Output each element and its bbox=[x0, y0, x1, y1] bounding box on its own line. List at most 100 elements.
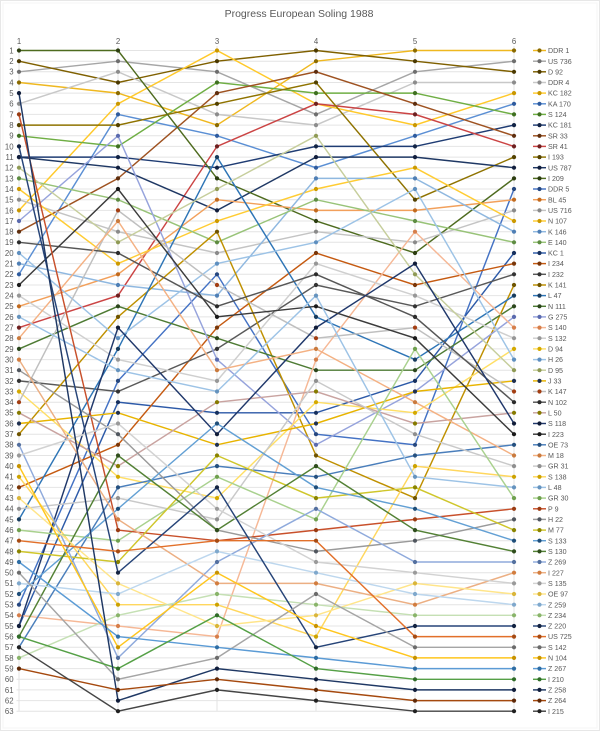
svg-text:I 232: I 232 bbox=[548, 271, 564, 279]
svg-text:19: 19 bbox=[5, 238, 14, 247]
svg-text:41: 41 bbox=[5, 473, 14, 482]
svg-text:L 50: L 50 bbox=[548, 409, 562, 417]
svg-text:22: 22 bbox=[5, 270, 14, 279]
svg-text:6: 6 bbox=[9, 100, 13, 109]
svg-text:36: 36 bbox=[5, 419, 14, 428]
svg-text:18: 18 bbox=[5, 228, 14, 237]
svg-text:SR 33: SR 33 bbox=[548, 132, 568, 140]
svg-text:2: 2 bbox=[9, 57, 13, 66]
svg-text:43: 43 bbox=[5, 494, 14, 503]
svg-text:Z 258: Z 258 bbox=[548, 687, 566, 695]
svg-text:Z 264: Z 264 bbox=[548, 697, 566, 705]
svg-text:G 275: G 275 bbox=[548, 314, 567, 322]
svg-text:DDR 5: DDR 5 bbox=[548, 186, 569, 194]
svg-text:27: 27 bbox=[5, 324, 14, 333]
svg-text:33: 33 bbox=[5, 387, 14, 396]
svg-text:3: 3 bbox=[215, 37, 219, 46]
svg-text:S 130: S 130 bbox=[548, 548, 567, 556]
svg-text:L 47: L 47 bbox=[548, 292, 562, 300]
svg-text:35: 35 bbox=[5, 409, 14, 418]
svg-text:49: 49 bbox=[5, 558, 14, 567]
svg-text:S 133: S 133 bbox=[548, 537, 567, 545]
svg-text:4: 4 bbox=[314, 37, 319, 46]
svg-text:48: 48 bbox=[5, 547, 14, 556]
svg-text:26: 26 bbox=[5, 313, 14, 322]
svg-text:KC 182: KC 182 bbox=[548, 90, 572, 98]
svg-text:20: 20 bbox=[5, 249, 14, 258]
svg-text:37: 37 bbox=[5, 430, 14, 439]
svg-text:60: 60 bbox=[5, 675, 14, 684]
svg-text:28: 28 bbox=[5, 334, 14, 343]
svg-text:14: 14 bbox=[5, 185, 14, 194]
svg-text:23: 23 bbox=[5, 281, 14, 290]
svg-text:47: 47 bbox=[5, 537, 14, 546]
svg-text:54: 54 bbox=[5, 611, 14, 620]
svg-text:N 107: N 107 bbox=[548, 218, 567, 226]
svg-text:D 92: D 92 bbox=[548, 68, 563, 76]
svg-text:S 124: S 124 bbox=[548, 111, 567, 119]
svg-text:40: 40 bbox=[5, 462, 14, 471]
svg-text:K 141: K 141 bbox=[548, 282, 567, 290]
svg-text:K 146: K 146 bbox=[548, 228, 567, 236]
svg-text:Z 220: Z 220 bbox=[548, 623, 566, 631]
svg-text:8: 8 bbox=[9, 121, 13, 130]
svg-text:45: 45 bbox=[5, 515, 14, 524]
svg-text:D 95: D 95 bbox=[548, 367, 563, 375]
svg-text:13: 13 bbox=[5, 174, 14, 183]
svg-text:25: 25 bbox=[5, 302, 14, 311]
svg-text:S 118: S 118 bbox=[548, 420, 566, 428]
svg-text:57: 57 bbox=[5, 643, 14, 652]
svg-text:62: 62 bbox=[5, 697, 14, 706]
svg-text:I 209: I 209 bbox=[548, 175, 564, 183]
svg-text:M 77: M 77 bbox=[548, 527, 564, 535]
svg-text:44: 44 bbox=[5, 505, 14, 514]
svg-text:I 227: I 227 bbox=[548, 569, 564, 577]
svg-text:42: 42 bbox=[5, 483, 14, 492]
svg-text:24: 24 bbox=[5, 292, 14, 301]
svg-text:N 111: N 111 bbox=[548, 303, 566, 311]
svg-text:11: 11 bbox=[6, 153, 14, 162]
svg-text:S 140: S 140 bbox=[548, 324, 567, 332]
svg-text:L 48: L 48 bbox=[548, 484, 562, 492]
svg-text:1: 1 bbox=[17, 37, 21, 46]
svg-text:N 102: N 102 bbox=[548, 399, 567, 407]
svg-text:D 94: D 94 bbox=[548, 346, 563, 354]
svg-text:30: 30 bbox=[5, 356, 14, 365]
svg-text:DDR 4: DDR 4 bbox=[548, 79, 569, 87]
svg-text:21: 21 bbox=[5, 260, 14, 269]
svg-text:I 234: I 234 bbox=[548, 260, 564, 268]
svg-text:S 138: S 138 bbox=[548, 473, 567, 481]
svg-text:I 193: I 193 bbox=[548, 154, 564, 162]
svg-text:16: 16 bbox=[5, 206, 14, 215]
svg-text:52: 52 bbox=[5, 590, 14, 599]
svg-text:US 725: US 725 bbox=[548, 633, 572, 641]
svg-text:DDR 1: DDR 1 bbox=[548, 47, 569, 55]
svg-text:58: 58 bbox=[5, 654, 14, 663]
svg-text:63: 63 bbox=[5, 707, 14, 716]
svg-text:I 223: I 223 bbox=[548, 431, 564, 439]
svg-text:32: 32 bbox=[5, 377, 14, 386]
svg-text:H 22: H 22 bbox=[548, 516, 563, 524]
svg-text:M 18: M 18 bbox=[548, 452, 564, 460]
svg-text:US 787: US 787 bbox=[548, 164, 572, 172]
svg-text:38: 38 bbox=[5, 441, 14, 450]
svg-text:Z 267: Z 267 bbox=[548, 665, 566, 673]
svg-text:29: 29 bbox=[5, 345, 14, 354]
svg-text:Progress European Soling 1988: Progress European Soling 1988 bbox=[225, 8, 374, 20]
svg-text:E 140: E 140 bbox=[548, 239, 567, 247]
svg-text:Z 234: Z 234 bbox=[548, 612, 566, 620]
svg-text:31: 31 bbox=[5, 366, 14, 375]
svg-text:KC 1: KC 1 bbox=[548, 250, 564, 258]
svg-text:KA 170: KA 170 bbox=[548, 100, 571, 108]
svg-text:K 147: K 147 bbox=[548, 388, 567, 396]
svg-text:Z 259: Z 259 bbox=[548, 601, 566, 609]
svg-text:39: 39 bbox=[5, 451, 14, 460]
svg-text:5: 5 bbox=[413, 37, 418, 46]
svg-text:BL 45: BL 45 bbox=[548, 196, 566, 204]
svg-text:KC 181: KC 181 bbox=[548, 122, 572, 130]
svg-text:17: 17 bbox=[5, 217, 14, 226]
svg-text:7: 7 bbox=[9, 110, 13, 119]
svg-text:59: 59 bbox=[5, 665, 14, 674]
svg-text:55: 55 bbox=[5, 622, 14, 631]
svg-text:I 210: I 210 bbox=[548, 676, 564, 684]
